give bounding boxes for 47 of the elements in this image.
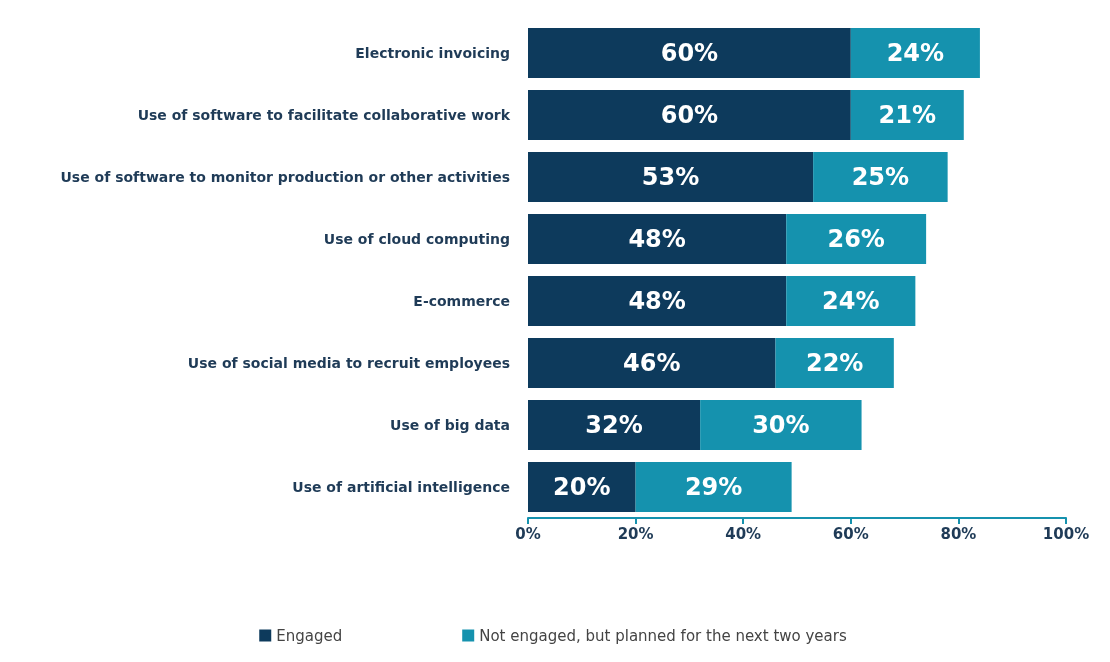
data-label: 53%: [641, 163, 700, 191]
y-tick-label: E-commerce: [413, 293, 510, 309]
data-label: 29%: [684, 473, 743, 501]
bar: [786, 276, 916, 326]
y-tick-label: Electronic invoicing: [355, 45, 510, 61]
legend-label: Engaged: [276, 626, 343, 645]
data-label: 30%: [752, 411, 810, 439]
bar: [775, 338, 894, 388]
y-tick-label: Use of software to facilitate collaborative work: [137, 107, 511, 123]
data-label: 24%: [886, 39, 945, 67]
bar: [786, 214, 927, 264]
data-label: 32%: [585, 411, 643, 439]
x-tick-label: 20%: [617, 524, 654, 543]
y-tick-label: Use of big data: [390, 417, 510, 433]
bar: [528, 276, 787, 326]
data-label: 24%: [822, 287, 880, 315]
y-tick-label: Use of social media to recruit employees: [187, 355, 510, 371]
legend-label: Not engaged, but planned for the next two years: [479, 626, 847, 645]
data-label: 60%: [660, 39, 719, 67]
bar: [528, 28, 851, 78]
x-tick-label: 60%: [832, 524, 869, 543]
bar: [528, 214, 787, 264]
y-tick-label: Use of software to monitor production or other activities: [60, 169, 510, 185]
bar: [813, 152, 948, 202]
data-label: 46%: [623, 349, 681, 377]
data-label: 20%: [553, 473, 611, 501]
x-tick-label: 100%: [1042, 524, 1090, 543]
bar: [850, 90, 964, 140]
bar: [528, 338, 776, 388]
y-tick-label: Use of artificial intelligence: [292, 479, 510, 495]
bar: [528, 152, 814, 202]
x-tick-label: 80%: [940, 524, 977, 543]
y-tick-label: Use of cloud computing: [323, 231, 510, 247]
bar: [528, 400, 701, 450]
bar: [700, 400, 862, 450]
data-label: 22%: [805, 349, 864, 377]
bar: [528, 90, 851, 140]
x-tick-label: 0%: [515, 524, 541, 543]
bar: [635, 462, 792, 512]
data-label: 60%: [660, 101, 719, 129]
data-label: 48%: [628, 225, 686, 253]
data-label: 21%: [878, 101, 937, 129]
data-label: 48%: [628, 287, 686, 315]
bar: [850, 28, 980, 78]
data-label: 25%: [851, 163, 910, 191]
x-tick-label: 40%: [725, 524, 762, 543]
data-label: 26%: [827, 225, 885, 253]
